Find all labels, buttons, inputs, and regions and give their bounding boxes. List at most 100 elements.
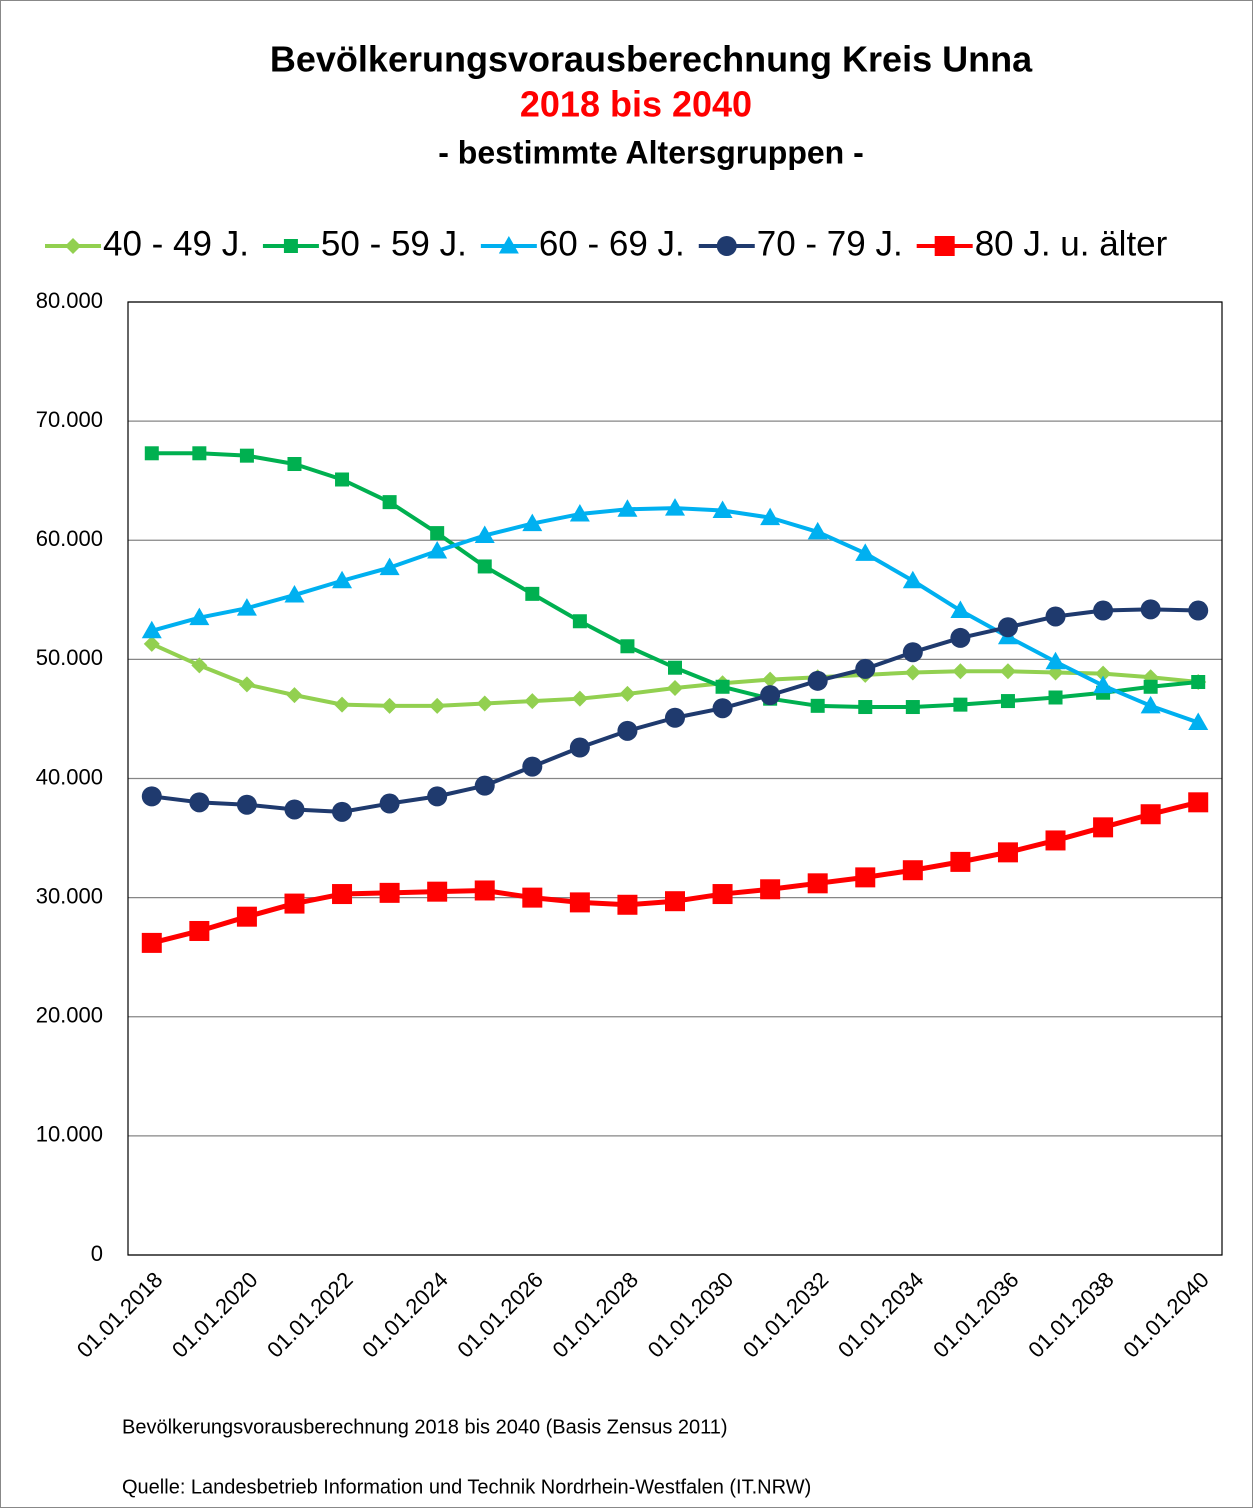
marker bbox=[498, 236, 519, 254]
marker bbox=[807, 521, 828, 540]
marker bbox=[902, 570, 923, 589]
marker bbox=[1000, 694, 1015, 709]
marker bbox=[335, 472, 350, 487]
marker bbox=[953, 697, 968, 712]
marker bbox=[712, 698, 733, 719]
marker bbox=[1140, 695, 1161, 714]
marker bbox=[1045, 606, 1066, 627]
legend-label: 60 - 69 J. bbox=[539, 224, 685, 263]
marker bbox=[238, 676, 255, 693]
marker bbox=[141, 786, 162, 807]
marker bbox=[620, 639, 635, 654]
marker bbox=[569, 892, 590, 913]
marker bbox=[807, 670, 828, 691]
marker bbox=[141, 620, 162, 639]
marker bbox=[1188, 712, 1209, 731]
marker bbox=[287, 457, 302, 472]
legend-item: 40 - 49 J. bbox=[45, 224, 249, 263]
marker bbox=[807, 873, 828, 894]
y-tick-label: 70.000 bbox=[36, 407, 103, 432]
marker bbox=[239, 448, 254, 463]
marker bbox=[332, 570, 353, 589]
marker bbox=[1048, 690, 1063, 705]
plot-area bbox=[127, 301, 1223, 1256]
marker bbox=[430, 526, 445, 541]
marker bbox=[143, 635, 160, 652]
marker bbox=[619, 685, 636, 702]
marker bbox=[334, 696, 351, 713]
chart-subtitle: 2018 bis 2040 bbox=[520, 84, 752, 125]
marker bbox=[474, 880, 495, 901]
marker bbox=[952, 663, 969, 680]
marker bbox=[283, 239, 298, 253]
marker bbox=[1140, 804, 1161, 825]
note: Quelle: Landesbetrieb Information und Te… bbox=[122, 1476, 811, 1498]
marker bbox=[855, 658, 876, 679]
marker bbox=[999, 663, 1016, 680]
legend-item: 60 - 69 J. bbox=[480, 224, 685, 263]
marker bbox=[902, 860, 923, 881]
marker bbox=[950, 600, 971, 619]
marker bbox=[810, 698, 825, 713]
marker bbox=[427, 881, 448, 902]
marker bbox=[665, 891, 685, 912]
marker bbox=[379, 793, 400, 814]
marker bbox=[617, 894, 638, 915]
marker bbox=[950, 851, 971, 872]
marker bbox=[1191, 675, 1206, 690]
marker bbox=[1093, 817, 1114, 838]
marker bbox=[427, 786, 448, 807]
marker bbox=[522, 887, 543, 908]
marker bbox=[1143, 679, 1158, 694]
legend-item: 80 J. u. älter bbox=[916, 224, 1168, 263]
marker bbox=[858, 700, 873, 715]
marker bbox=[572, 614, 587, 629]
marker bbox=[1095, 665, 1112, 682]
marker bbox=[144, 446, 159, 461]
marker bbox=[1093, 600, 1114, 621]
marker bbox=[712, 500, 733, 518]
marker bbox=[429, 697, 446, 714]
marker bbox=[476, 695, 493, 712]
marker bbox=[617, 499, 638, 517]
marker bbox=[192, 446, 207, 461]
marker bbox=[65, 238, 81, 254]
marker bbox=[569, 737, 590, 758]
marker bbox=[716, 236, 737, 256]
marker bbox=[668, 660, 682, 675]
marker bbox=[760, 685, 781, 706]
marker bbox=[712, 884, 733, 905]
marker bbox=[855, 867, 876, 888]
y-tick-label: 10.000 bbox=[36, 1122, 103, 1147]
legend-item: 50 - 59 J. bbox=[262, 224, 467, 263]
marker bbox=[715, 679, 730, 694]
marker bbox=[1045, 651, 1066, 670]
marker bbox=[284, 799, 305, 820]
marker bbox=[524, 693, 541, 710]
y-tick-label: 40.000 bbox=[36, 764, 103, 789]
marker bbox=[760, 507, 781, 526]
marker bbox=[855, 543, 876, 561]
marker bbox=[332, 801, 353, 822]
marker bbox=[236, 906, 257, 927]
marker bbox=[762, 671, 779, 688]
marker bbox=[665, 707, 685, 728]
marker bbox=[904, 664, 921, 681]
legend-label: 40 - 49 J. bbox=[103, 224, 249, 263]
marker bbox=[760, 879, 781, 900]
marker bbox=[236, 794, 257, 815]
marker bbox=[1045, 830, 1066, 851]
legend-item: 70 - 79 J. bbox=[698, 224, 903, 263]
marker bbox=[525, 586, 540, 601]
marker bbox=[332, 884, 353, 905]
marker bbox=[665, 498, 685, 516]
legend-label: 50 - 59 J. bbox=[321, 224, 467, 263]
marker bbox=[902, 642, 923, 663]
marker bbox=[477, 559, 492, 574]
marker bbox=[141, 932, 162, 953]
marker bbox=[286, 687, 303, 704]
y-tick-label: 60.000 bbox=[36, 526, 103, 551]
marker bbox=[522, 513, 543, 532]
